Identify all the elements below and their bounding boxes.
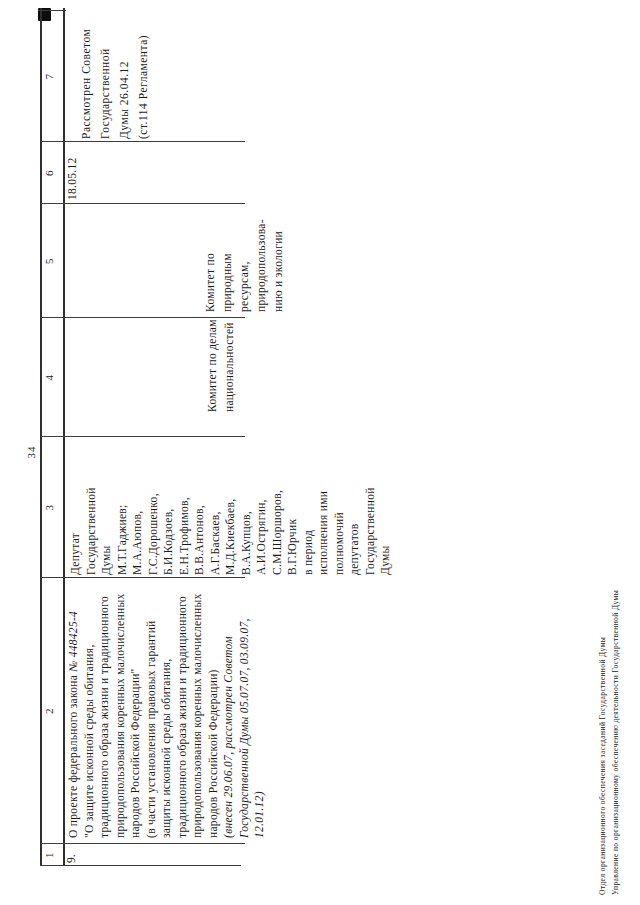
bill-line: защиты исконной среды обитания, [159, 594, 175, 838]
initiator-line: В.Г.Юрчик [285, 487, 301, 575]
header-cell-7: 7 [43, 11, 58, 142]
footer: Отдел организационного обеспечения засед… [597, 590, 622, 895]
bill-note-line: 12.01.12) [252, 594, 268, 838]
table-top-border [40, 8, 42, 866]
header-cell-2: 2 [43, 578, 58, 844]
header-cell-4: 4 [43, 318, 58, 437]
committee-line: Комитет по делам [204, 319, 221, 412]
committee-cell: Комитет по делам национальностей [204, 319, 238, 412]
bill-line: традиционного образа жизни и традиционно… [175, 594, 191, 838]
review-line: (ст.114 Регламента) [134, 29, 153, 139]
initiator-line: Депутат [68, 487, 84, 575]
initiator-line: М.Д.Киекбаев, [223, 487, 239, 575]
bill-note-line: Государственной Думы 05.07.07, 03.09.07, [237, 594, 253, 838]
col-divider-1-2 [40, 843, 245, 844]
landscape-sheet: 34 1 2 3 4 5 6 7 9. О проекте федерально… [0, 0, 640, 905]
committee-line: природным [219, 219, 236, 312]
review-line: Думы 26.04.12 [115, 29, 134, 139]
bill-note-line: (внесен 29.06.07, рассмотрен Советом [221, 594, 237, 838]
initiator-line: С.М.Шоршоров, [270, 487, 286, 575]
header-cell-3: 3 [43, 437, 58, 578]
initiators-cell: Депутат Государственной Думы М.Т.Гаджиев… [68, 487, 394, 575]
council-review-cell: Рассмотрен Советом Государственной Думы … [77, 29, 153, 139]
col-divider-4-5 [40, 317, 245, 318]
bill-line: О проекте федерального закона № 448425-4 [66, 594, 82, 838]
coexecutor-committee-cell: Комитет по природным ресурсам, природопо… [202, 219, 287, 312]
committee-line: ресурсам, [236, 219, 253, 312]
review-line: Рассмотрен Советом [77, 29, 96, 139]
table-left-border [40, 865, 241, 866]
initiator-line: М.Т.Гаджиев; [115, 487, 131, 575]
col-divider-6-7 [40, 141, 245, 142]
date-cell: 18.05.12 [65, 157, 81, 200]
bill-line: (в части установления правовых гарантий [144, 594, 160, 838]
initiator-line: в период [301, 487, 317, 575]
review-line: Государственной [96, 29, 115, 139]
committee-line: нию и экологии [270, 219, 287, 312]
committee-line: Комитет по [202, 219, 219, 312]
bill-line: народов Российской Федерации" [128, 594, 144, 838]
initiator-line: В.В.Антонов, [192, 487, 208, 575]
initiator-line: Г.С.Дорошенко, [146, 487, 162, 575]
initiator-line: Думы [378, 487, 394, 575]
header-cell-5: 5 [43, 204, 58, 318]
initiator-line: Государственной [363, 487, 379, 575]
initiator-line: А.И.Острягин, [254, 487, 270, 575]
initiator-line: А.Г.Баскаев, [208, 487, 224, 575]
footer-line: Управление по организационному обеспечен… [610, 590, 623, 895]
col-divider-2-3 [40, 577, 245, 578]
initiator-line: Думы [99, 487, 115, 575]
initiator-line: исполнения ими [316, 487, 332, 575]
bill-number: № 448425-4 [67, 611, 79, 672]
initiator-line: В.А.Купцов, [239, 487, 255, 575]
initiator-line: Б.И.Кодзоев, [161, 487, 177, 575]
col-divider-3-4 [40, 436, 245, 437]
committee-line: природопользова- [253, 219, 270, 312]
col-divider-5-6 [40, 203, 245, 204]
header-cell-6: 6 [43, 142, 58, 204]
page-number: 34 [25, 437, 37, 467]
bill-title-cell: О проекте федерального закона № 448425-4… [66, 594, 268, 838]
bill-line: "О защите исконной среды обитания, [82, 594, 98, 838]
footer-line: Отдел организационного обеспечения засед… [597, 590, 610, 895]
initiator-line: Государственной [84, 487, 100, 575]
bill-line-1-text: О проекте федерального закона [67, 672, 79, 838]
initiator-line: Е.Н.Трофимов, [177, 487, 193, 575]
initiator-line: депутатов [347, 487, 363, 575]
bill-line: традиционного образа жизни и традиционно… [97, 594, 113, 838]
committee-line: национальностей [221, 319, 238, 412]
initiator-line: М.А.Аюпов, [130, 487, 146, 575]
bill-line: природопользования коренных малочисленны… [113, 594, 129, 838]
scanned-page: 34 1 2 3 4 5 6 7 9. О проекте федерально… [0, 0, 640, 905]
header-cell-1: 1 [43, 844, 58, 866]
bill-line: природопользования коренных малочисленны… [190, 594, 206, 838]
row-number: 9. [65, 854, 77, 863]
initiator-line: полномочий [332, 487, 348, 575]
table-header-underline [63, 8, 65, 866]
bill-line: народов Российской Федерации) [206, 594, 222, 838]
